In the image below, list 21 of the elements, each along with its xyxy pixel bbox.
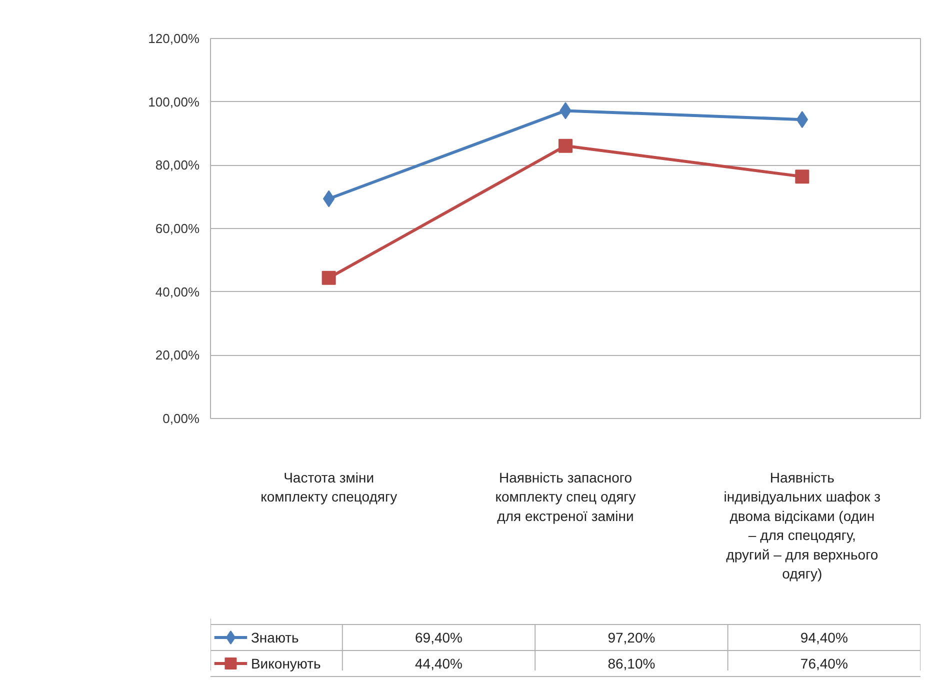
y-tick-label: 100,00% [148, 94, 200, 110]
y-tick-label: 120,00% [148, 31, 200, 46]
x-tick-label: Частота зміни комплекту спецодягу [260, 470, 398, 505]
data-label: 97,20% [608, 630, 656, 646]
legend-label: Знають [250, 630, 299, 646]
data-label: 76,40% [800, 656, 848, 672]
y-tick-label: 80,00% [155, 158, 200, 173]
data-label: 86,10% [608, 656, 656, 672]
data-label: 94,40% [800, 630, 848, 646]
data-label: 44,40% [415, 656, 462, 672]
y-tick-label: 0,00% [162, 411, 200, 426]
x-tick-label: Наявність запасного комплекту спец одягу для екстреної заміни [495, 470, 636, 524]
point [795, 170, 810, 184]
data-label: 69,40% [415, 630, 462, 646]
y-tick-label: 20,00% [155, 348, 200, 363]
point [558, 138, 572, 153]
legend-label: Виконують [250, 656, 321, 672]
y-tick-label: 40,00% [155, 284, 200, 300]
point [322, 270, 336, 285]
y-tick-label: 60,00% [155, 221, 200, 236]
x-tick-label: Наявність індивідуальних шафок з двома відсіками (один – для спецодягу, другий – для верхнього одягу) [724, 470, 881, 582]
